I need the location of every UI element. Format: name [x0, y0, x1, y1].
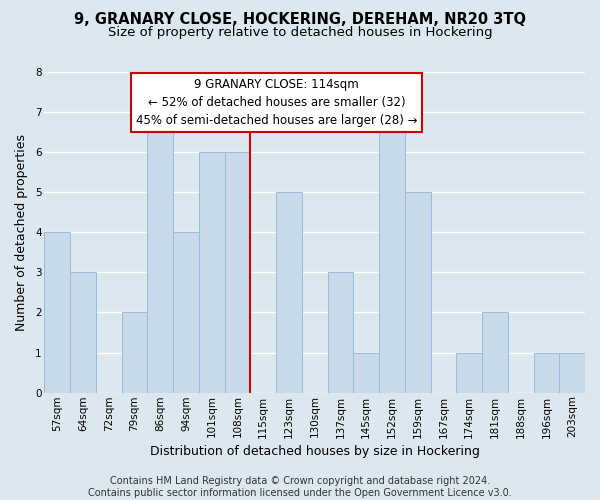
- Bar: [44, 232, 70, 392]
- Bar: [199, 152, 224, 392]
- Bar: [276, 192, 302, 392]
- Bar: [482, 312, 508, 392]
- Bar: [224, 152, 250, 392]
- Bar: [353, 352, 379, 393]
- Bar: [405, 192, 431, 392]
- Text: Size of property relative to detached houses in Hockering: Size of property relative to detached ho…: [107, 26, 493, 39]
- Bar: [533, 352, 559, 393]
- Bar: [122, 312, 148, 392]
- Bar: [328, 272, 353, 392]
- Bar: [379, 112, 405, 392]
- Text: 9, GRANARY CLOSE, HOCKERING, DEREHAM, NR20 3TQ: 9, GRANARY CLOSE, HOCKERING, DEREHAM, NR…: [74, 12, 526, 28]
- Bar: [456, 352, 482, 393]
- Bar: [559, 352, 585, 393]
- Bar: [173, 232, 199, 392]
- X-axis label: Distribution of detached houses by size in Hockering: Distribution of detached houses by size …: [150, 444, 479, 458]
- Bar: [70, 272, 96, 392]
- Bar: [148, 112, 173, 392]
- Y-axis label: Number of detached properties: Number of detached properties: [15, 134, 28, 330]
- Text: Contains HM Land Registry data © Crown copyright and database right 2024.
Contai: Contains HM Land Registry data © Crown c…: [88, 476, 512, 498]
- Text: 9 GRANARY CLOSE: 114sqm
← 52% of detached houses are smaller (32)
45% of semi-de: 9 GRANARY CLOSE: 114sqm ← 52% of detache…: [136, 78, 418, 127]
